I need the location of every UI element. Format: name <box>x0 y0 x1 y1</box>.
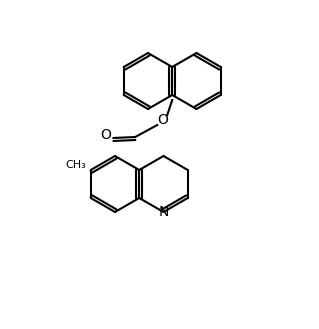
Text: N: N <box>158 205 169 219</box>
Text: O: O <box>100 128 111 142</box>
Text: CH₃: CH₃ <box>65 160 86 170</box>
Text: O: O <box>157 113 168 127</box>
